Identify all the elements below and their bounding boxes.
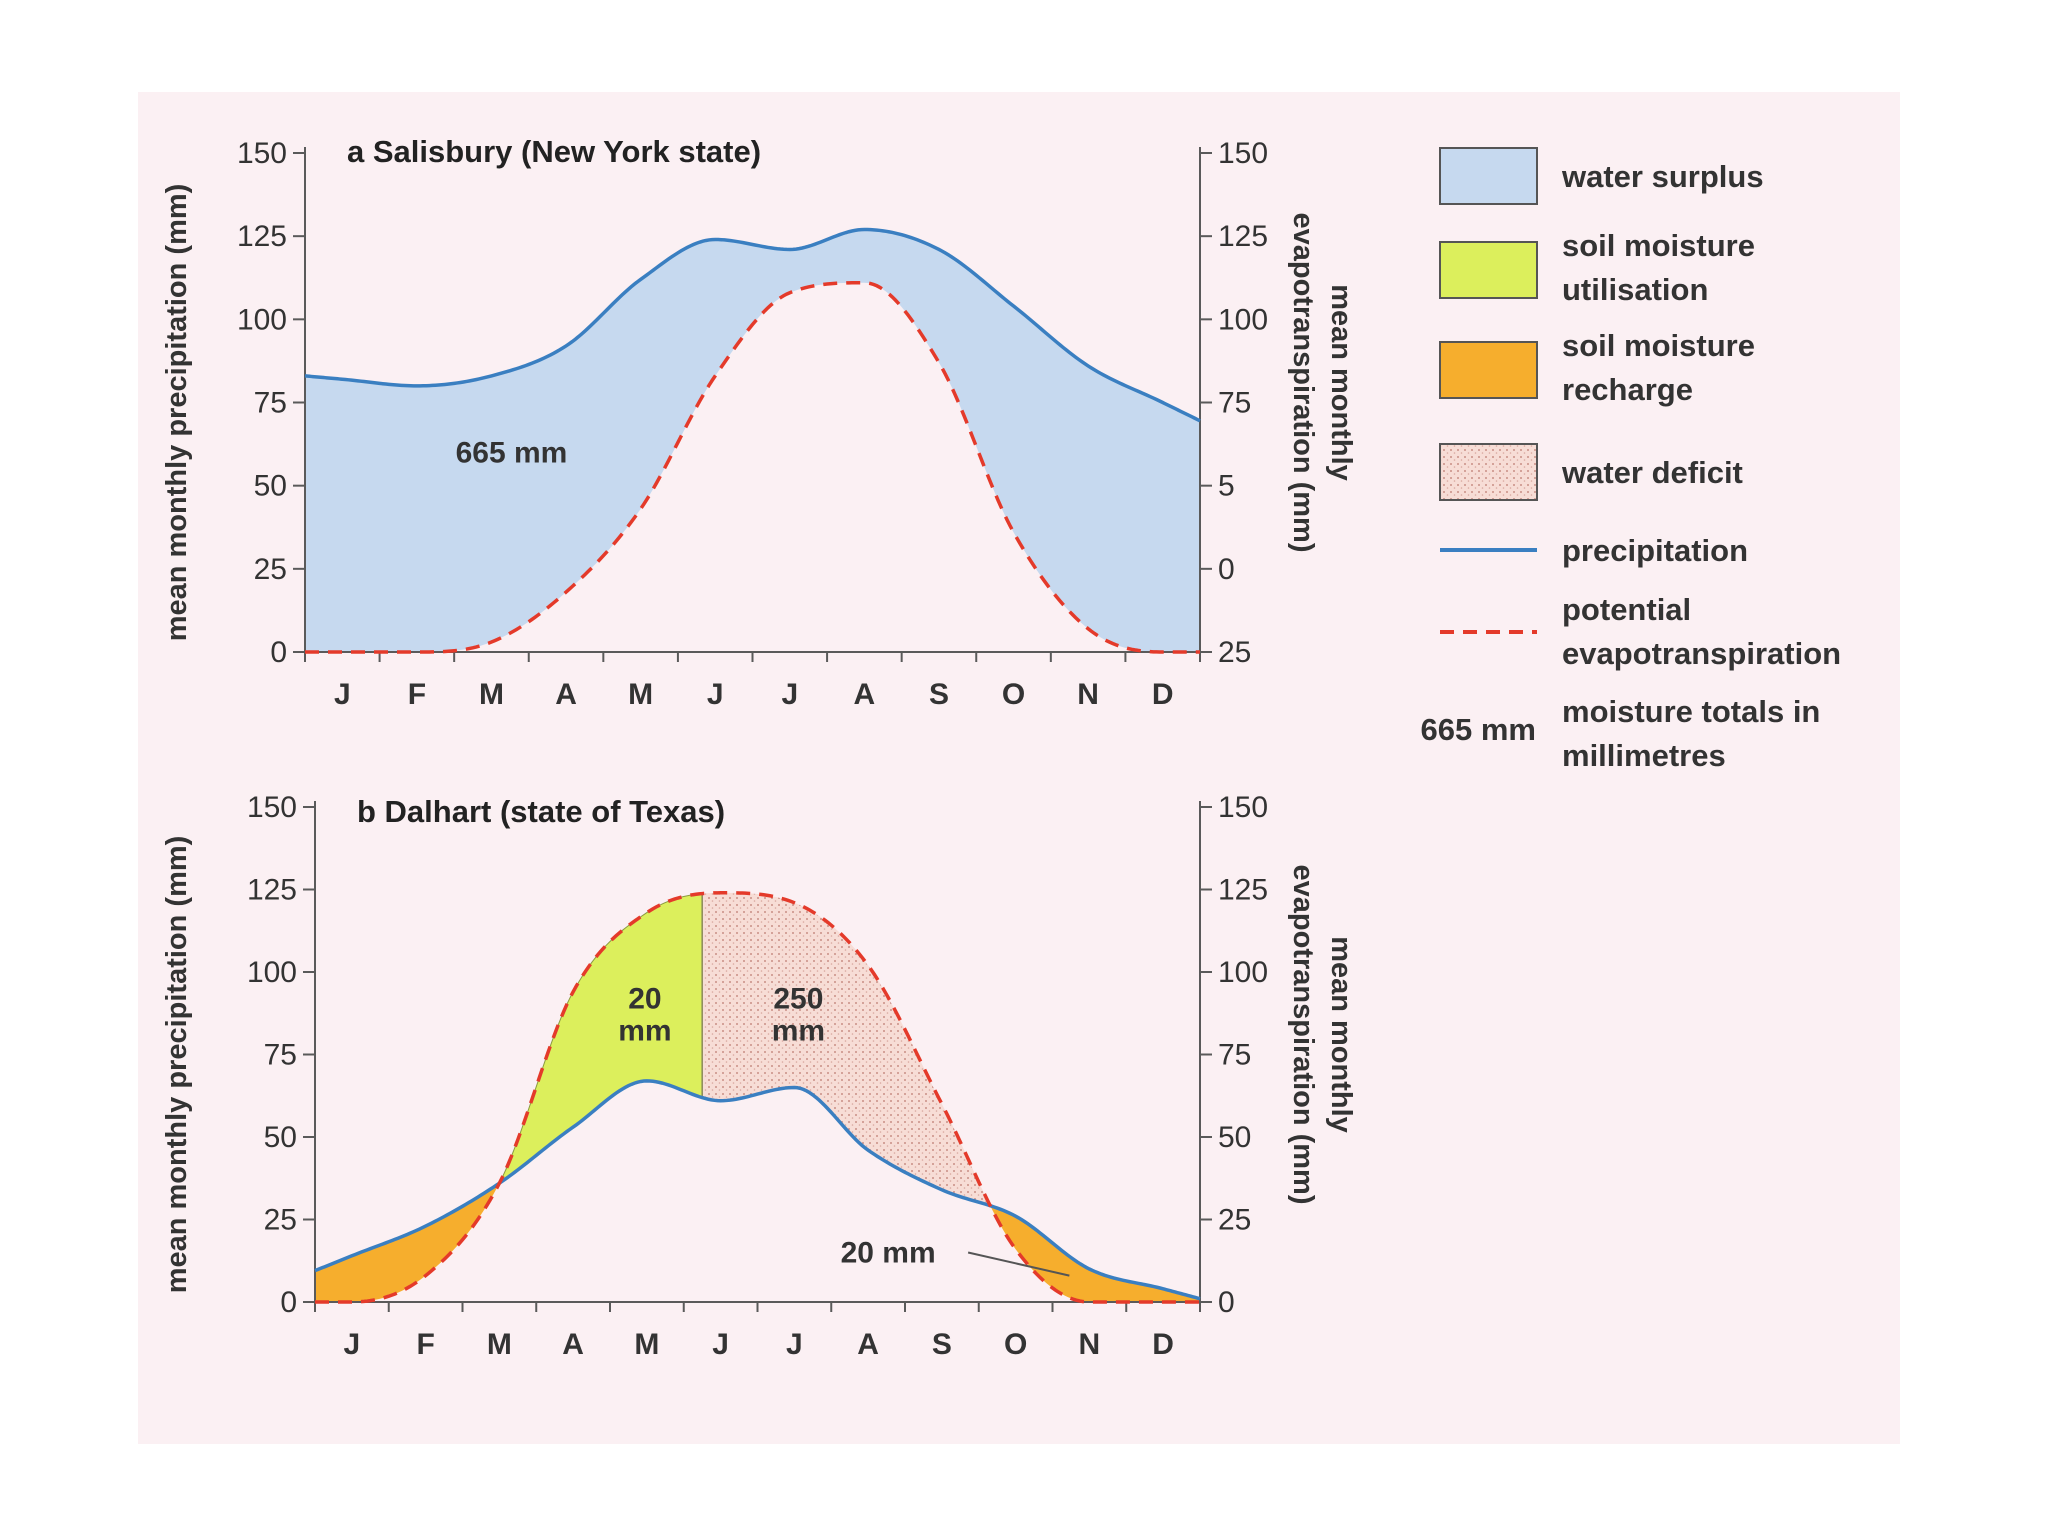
legend-label-utilisation: soil moisture utilisation	[1562, 228, 1755, 307]
series-potential-evapotranspiration	[305, 280, 1200, 654]
x-tick-label: F	[408, 678, 426, 711]
series-precipitation	[304, 227, 1201, 423]
y-tick-label-left: 50	[264, 1121, 297, 1154]
x-tick-label: F	[416, 1328, 434, 1361]
legend: water surplus soil moisture utilisation soi…	[1421, 147, 1841, 773]
y-tick-label-left: 25	[264, 1204, 297, 1237]
y-tick-label-right: 0	[1218, 1286, 1235, 1319]
y-tick-label-right: 0	[1218, 553, 1235, 586]
y-tick-label-right: 150	[1218, 137, 1268, 170]
annotation-label: 665 mm	[456, 436, 568, 469]
y-tick-label-left: 150	[247, 791, 297, 824]
annotation-label: 20 mm	[618, 982, 671, 1047]
y-tick-label-left: 125	[237, 220, 287, 253]
y-tick-label-left: 150	[237, 137, 287, 170]
x-tick-label: A	[562, 1328, 584, 1361]
y-tick-label-right: 50	[1218, 1121, 1251, 1154]
x-tick-label: O	[1004, 1328, 1027, 1361]
y-tick-label-right: 5	[1218, 470, 1235, 503]
fill-recharge-0	[315, 1177, 503, 1302]
x-tick-label: N	[1077, 678, 1099, 711]
x-tick-label: J	[334, 678, 351, 711]
y-tick-label-right: 150	[1218, 791, 1268, 824]
y-tick-label-right: 100	[1218, 956, 1268, 989]
y-tick-label-left: 25	[254, 553, 287, 586]
annotation-label: 20 mm	[841, 1237, 936, 1270]
chart-panel-a: 0 25 25 0 50 5 75 75 100 100 125 125 150 150 J F M A M J J A S…	[161, 134, 1357, 711]
fill-recharge2-3	[991, 1205, 1200, 1302]
y-tick-label-left: 75	[264, 1039, 297, 1072]
legend-label-recharge: soil moisture recharge	[1562, 328, 1755, 407]
legend-swatch-surplus	[1439, 147, 1538, 205]
x-tick-label: D	[1152, 1328, 1174, 1361]
legend-totals-label: moisture totals in millimetres	[1562, 694, 1820, 773]
y-axis-title-right: mean monthlyevapotranspiration (mm)	[1287, 213, 1357, 553]
x-tick-label: J	[781, 678, 798, 711]
y-tick-label-left: 0	[270, 636, 287, 669]
y-tick-label-right: 100	[1218, 303, 1268, 336]
x-tick-label: J	[786, 1328, 803, 1361]
legend-totals-value: 665 mm	[1421, 712, 1536, 747]
x-tick-label: J	[344, 1328, 361, 1361]
x-tick-label: D	[1152, 678, 1174, 711]
chart-panel-b: 0 0 25 25 50 50 75 75 100 100 125 125 150 150 J F M A M J J A…	[161, 791, 1357, 1361]
y-tick-label-right: 125	[1218, 220, 1268, 253]
x-tick-label: O	[1002, 678, 1025, 711]
x-tick-label: M	[634, 1328, 659, 1361]
chart-title: a Salisbury (New York state)	[347, 134, 761, 169]
x-tick-label: M	[479, 678, 504, 711]
y-tick-label-right: 125	[1218, 874, 1268, 907]
chart-title: b Dalhart (state of Texas)	[357, 794, 725, 829]
x-tick-label: S	[932, 1328, 952, 1361]
y-tick-label-right: 25	[1218, 636, 1251, 669]
annotation-leader	[967, 1251, 1070, 1277]
y-tick-label-left: 75	[254, 387, 287, 420]
legend-label-pet: potential evapotranspiration	[1562, 592, 1841, 671]
fill-deficit-2	[702, 892, 992, 1208]
y-axis-title-left: mean monthly precipitation (mm)	[161, 836, 193, 1294]
series-potential-evapotranspiration	[315, 891, 1200, 1304]
annotation-label: 250 mm	[772, 982, 825, 1047]
x-tick-label: N	[1079, 1328, 1101, 1361]
legend-swatch-deficit	[1439, 443, 1538, 501]
y-tick-label-right: 75	[1218, 387, 1251, 420]
y-tick-label-right: 75	[1218, 1039, 1251, 1072]
y-axis-title-right: mean monthlyevapotranspiration (mm)	[1287, 865, 1357, 1205]
y-tick-label-right: 25	[1218, 1204, 1251, 1237]
y-tick-label-left: 0	[280, 1286, 297, 1319]
series-precipitation	[314, 1079, 1201, 1301]
x-tick-label: A	[854, 678, 876, 711]
y-tick-label-left: 100	[237, 303, 287, 336]
y-tick-label-left: 100	[247, 956, 297, 989]
x-tick-label: M	[487, 1328, 512, 1361]
x-tick-label: J	[707, 678, 724, 711]
legend-label-precip: precipitation	[1562, 533, 1748, 568]
legend-label-deficit: water deficit	[1561, 455, 1743, 490]
x-tick-label: J	[712, 1328, 729, 1361]
legend-label-surplus: water surplus	[1561, 159, 1764, 194]
x-tick-label: A	[857, 1328, 879, 1361]
x-tick-label: A	[555, 678, 577, 711]
x-tick-label: M	[628, 678, 653, 711]
legend-swatch-recharge	[1439, 341, 1538, 399]
y-axis-title-left: mean monthly precipitation (mm)	[161, 184, 193, 642]
fill-surplus-0	[305, 229, 1200, 652]
y-tick-label-left: 50	[254, 470, 287, 503]
x-tick-label: S	[929, 678, 949, 711]
legend-swatch-utilisation	[1439, 241, 1538, 299]
y-tick-label-left: 125	[247, 874, 297, 907]
